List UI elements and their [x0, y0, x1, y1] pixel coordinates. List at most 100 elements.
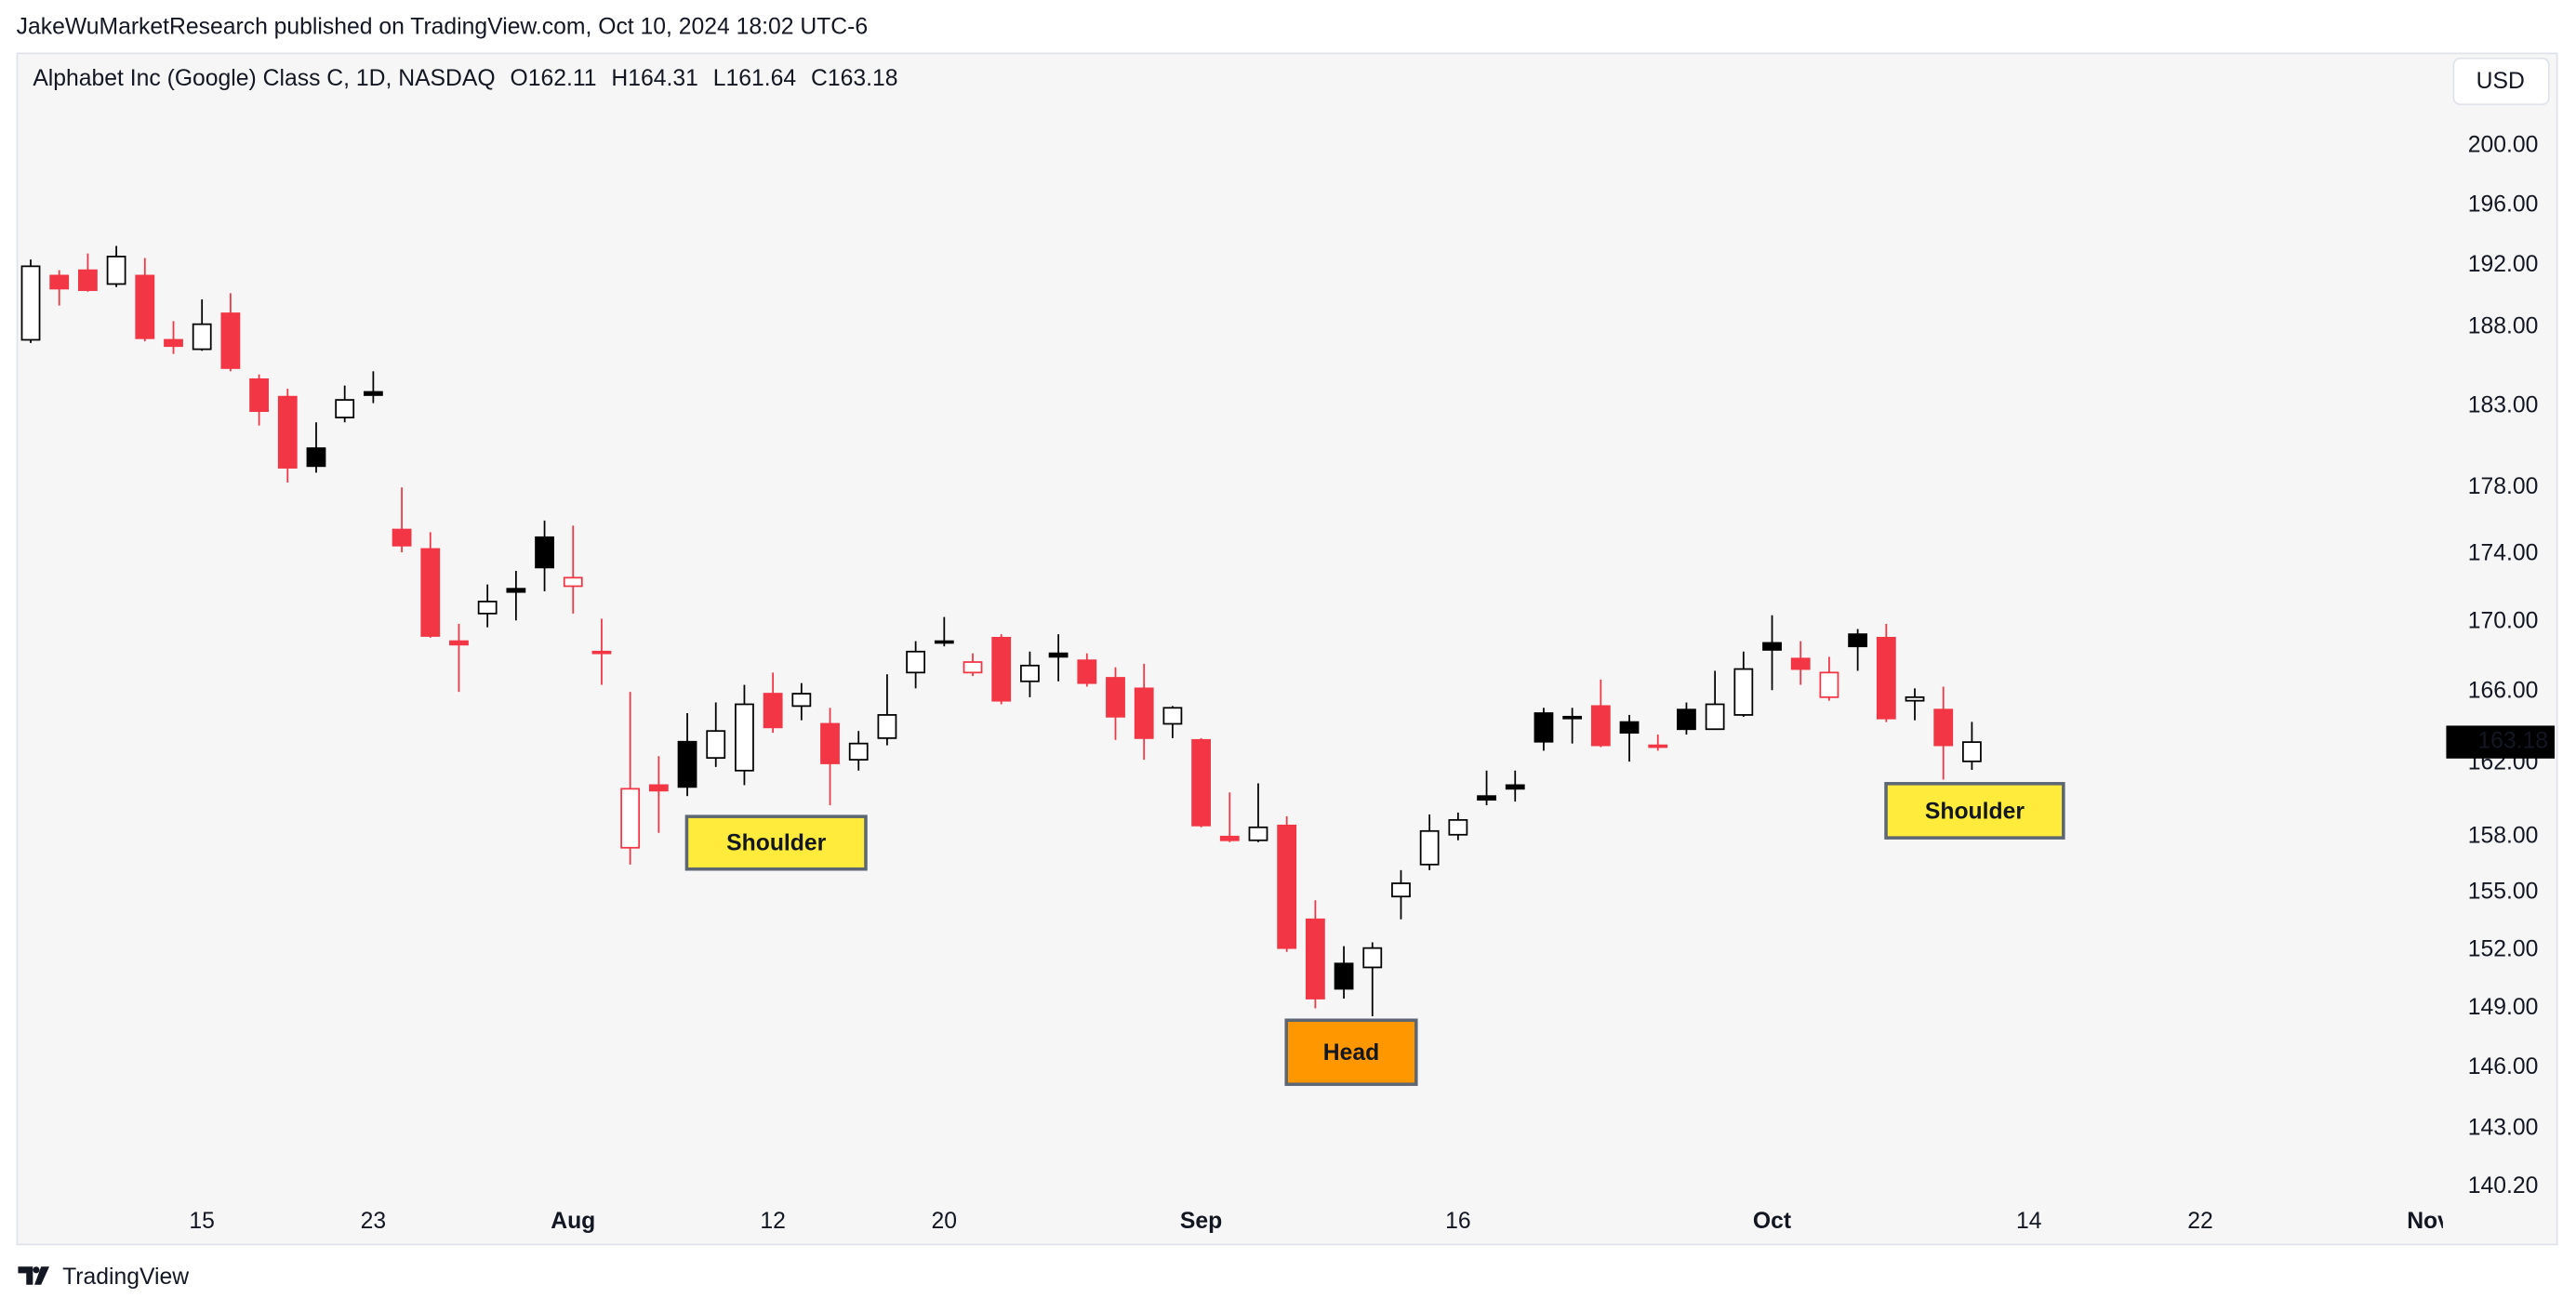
y-tick-label: 183.00 — [2468, 392, 2539, 417]
candle-body — [477, 601, 498, 615]
x-tick-label: 20 — [932, 1209, 957, 1234]
candle-body — [1191, 738, 1211, 827]
candle-body — [420, 548, 441, 637]
x-tick-label: 12 — [760, 1209, 785, 1234]
plot-area: 15 23 Aug 12 20 Sep 16 Oct 14 22 Nov Shoulder Head Sh… — [20, 245, 2450, 1234]
candle-body — [1933, 708, 1954, 747]
x-tick-label: 15 — [189, 1209, 214, 1234]
candle-body — [991, 636, 1012, 702]
candle-body — [820, 722, 840, 764]
y-tick-label: 155.00 — [2468, 880, 2539, 905]
candle-body — [1705, 703, 1725, 731]
candle-body — [1391, 882, 1411, 898]
candle-body — [620, 788, 641, 849]
candle-body — [1733, 668, 1754, 716]
candle-body — [306, 447, 326, 468]
x-tick-label: Aug — [551, 1209, 595, 1234]
y-tick-label: 149.00 — [2468, 995, 2539, 1020]
x-tick-label: 16 — [1445, 1209, 1470, 1234]
price-axis: 200.00 196.00 192.00 188.00 183.00 178.00 174.… — [2446, 133, 2556, 1198]
brand-name: TradingView — [62, 1265, 189, 1290]
annotation-label: Shoulder — [1925, 799, 2025, 824]
y-tick-label: 166.00 — [2468, 679, 2539, 704]
y-tick-label: 146.00 — [2468, 1054, 2539, 1079]
candle-body — [1534, 712, 1554, 743]
x-tick-label: Nov — [2407, 1209, 2450, 1234]
candle-body — [1248, 826, 1268, 841]
ohlc-prefix: H — [611, 65, 628, 90]
y-tick-label: 143.00 — [2468, 1116, 2539, 1141]
annotation-box — [1884, 782, 2065, 840]
candle-body — [1562, 715, 1583, 720]
candle-body — [1134, 687, 1154, 739]
candle-body — [1077, 659, 1097, 684]
candle-body — [1590, 705, 1611, 747]
brand-logo — [18, 1266, 49, 1285]
candle-body — [1762, 642, 1782, 651]
candle-body — [135, 274, 155, 339]
y-tick-label: 174.00 — [2468, 540, 2539, 565]
candle-body — [392, 528, 412, 547]
currency-button[interactable] — [2452, 57, 2550, 106]
annotation-box — [684, 814, 868, 871]
candle-body — [78, 269, 98, 291]
x-tick-label: Sep — [1180, 1209, 1222, 1234]
candle-body — [648, 784, 669, 792]
candle-body — [20, 265, 41, 341]
candle-body — [277, 395, 298, 469]
candle-body — [535, 536, 554, 569]
candle-body — [1648, 744, 1668, 748]
candle-body — [1048, 652, 1069, 658]
candle-body — [877, 714, 897, 739]
candle-body — [1448, 818, 1468, 836]
candle-body — [1020, 664, 1040, 682]
candle-body — [1219, 835, 1240, 841]
candle-body — [363, 391, 383, 396]
candle-body — [1677, 708, 1696, 731]
candle-body — [1277, 824, 1297, 949]
chart-title: Alphabet Inc (Google) Class C, 1D, NASDA… — [33, 65, 495, 90]
candle-body — [1848, 633, 1868, 648]
annotation-label: Head — [1323, 1040, 1379, 1066]
x-tick-label: 22 — [2187, 1209, 2212, 1234]
candle-body — [1162, 707, 1183, 725]
x-tick-label: Oct — [1753, 1209, 1791, 1234]
candle-body — [963, 661, 983, 674]
candle-body — [249, 377, 269, 413]
candle-body — [1962, 741, 1982, 762]
y-tick-label: 170.00 — [2468, 609, 2539, 634]
candle-body — [106, 255, 126, 285]
candle-body — [220, 312, 241, 369]
y-tick-label: 200.00 — [2468, 133, 2539, 158]
x-tick-label: 23 — [361, 1209, 386, 1234]
last-price-box — [2446, 725, 2556, 759]
y-tick-label: 192.00 — [2468, 252, 2539, 277]
candle-body — [706, 730, 726, 760]
candle-body — [735, 703, 754, 772]
candle-body — [1106, 677, 1125, 718]
last-price-label: 163.18 — [2477, 729, 2548, 754]
candle-body — [1790, 657, 1811, 670]
ohlc-prefix: C — [811, 65, 828, 90]
candle-body — [1819, 671, 1839, 698]
candle-body — [791, 693, 812, 708]
candle-body — [1477, 795, 1496, 801]
candle-body — [506, 588, 526, 593]
ohlc-value: 163.18 — [828, 65, 898, 90]
candle-body — [906, 650, 926, 674]
candle-body — [449, 640, 469, 646]
currency-label[interactable]: USD — [2476, 69, 2525, 94]
annotation-label: Shoulder — [726, 831, 826, 856]
candle-body — [192, 323, 212, 351]
y-tick-label: 196.00 — [2468, 192, 2539, 217]
ohlc-prefix: O — [511, 65, 528, 90]
publisher-line: JakeWuMarketResearch published on Tradin… — [17, 15, 868, 40]
candle-body — [763, 693, 783, 729]
ohlc-prefix: L — [713, 65, 726, 90]
candle-body — [1362, 947, 1383, 969]
candle-body — [677, 740, 697, 788]
symbol-header: Alphabet Inc (Google) Class C, 1D, NASDA… — [33, 65, 897, 90]
y-tick-label: 152.00 — [2468, 936, 2539, 961]
candle-body — [1619, 721, 1640, 734]
